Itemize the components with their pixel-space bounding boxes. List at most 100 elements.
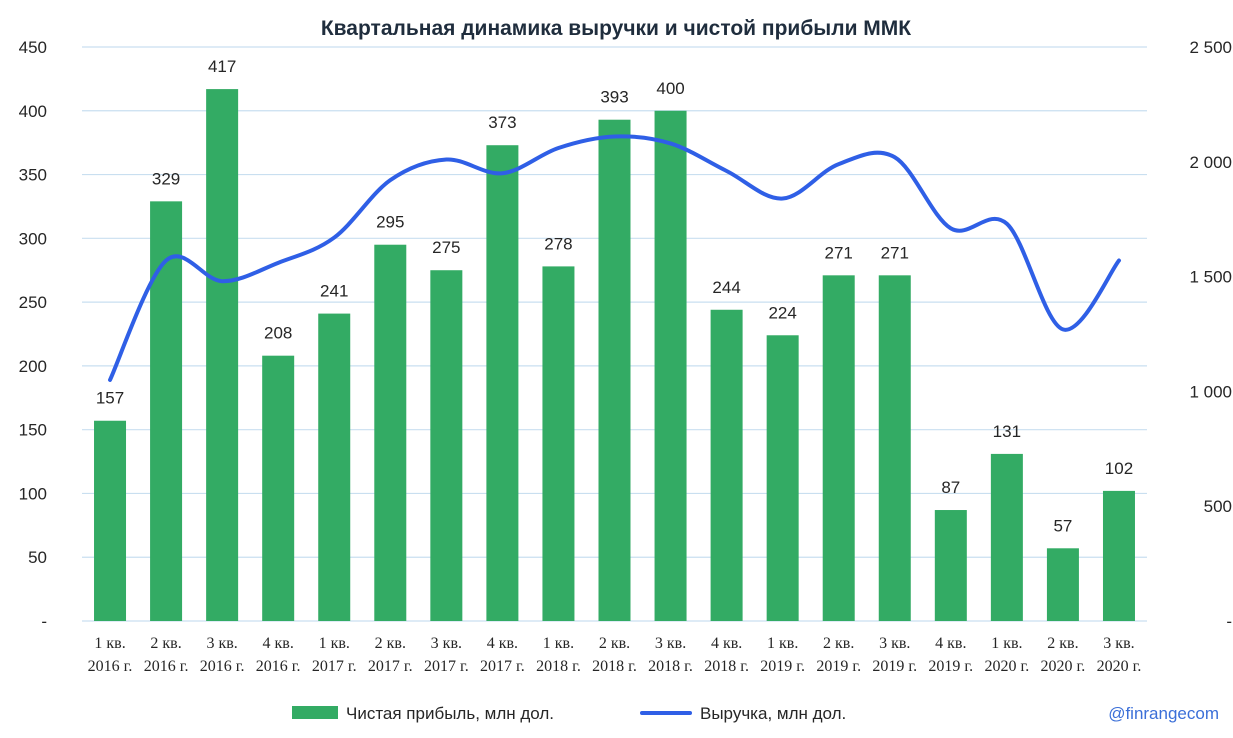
right-tick-label: 1 000 [1189, 382, 1232, 401]
bar-data-label: 244 [712, 278, 740, 297]
x-tick-label-year: 2016 г. [256, 658, 301, 675]
legend-swatch-profit [292, 706, 338, 719]
x-tick-label-year: 2018 г. [536, 658, 581, 675]
left-tick-label: 200 [19, 357, 47, 376]
bar [990, 453, 1023, 621]
bar [206, 89, 239, 622]
bar [430, 270, 463, 621]
bar [486, 145, 519, 621]
right-tick-label: 2 500 [1189, 38, 1232, 57]
left-tick-label: 450 [19, 38, 47, 57]
bar [710, 309, 743, 621]
x-tick-label-year: 2020 г. [984, 658, 1029, 675]
bar-data-label: 295 [376, 213, 404, 232]
legend-label-profit: Чистая прибыль, млн дол. [346, 704, 554, 723]
left-tick-label: 300 [19, 229, 47, 248]
bar [654, 110, 687, 622]
x-axis: 1 кв. 2016 г. 2 кв. 2016 г. 3 кв. 2016 г. 4 кв… [88, 635, 1142, 675]
x-tick-label-quarter: 1 кв. [319, 635, 350, 652]
x-tick-label-quarter: 1 кв. [767, 635, 798, 652]
bar [1046, 548, 1079, 621]
left-tick-label: 150 [19, 421, 47, 440]
x-tick-label-quarter: 1 кв. [543, 635, 574, 652]
bar-data-label: 157 [96, 389, 124, 408]
x-tick-label-year: 2017 г. [480, 658, 525, 675]
bar-data-label: 271 [881, 243, 909, 262]
x-tick-label-year: 2017 г. [424, 658, 469, 675]
bar-data-label: 241 [320, 282, 348, 301]
left-axis: - 50 100 150 200 250 300 350 400 450 [19, 38, 47, 631]
bar-data-label: 271 [825, 243, 853, 262]
bar-data-label: 329 [152, 169, 180, 188]
x-tick-label-year: 2017 г. [368, 658, 413, 675]
bar [878, 275, 911, 621]
bar [766, 335, 799, 621]
x-tick-label-year: 2016 г. [88, 658, 133, 675]
x-tick-label-year: 2017 г. [312, 658, 357, 675]
bar-series [94, 89, 1135, 622]
x-tick-label-year: 2018 г. [592, 658, 637, 675]
right-axis: - 500 1 000 1 500 2 000 2 500 [1189, 38, 1232, 631]
x-tick-label-quarter: 2 кв. [375, 635, 406, 652]
x-tick-label-quarter: 4 кв. [263, 635, 294, 652]
left-tick-label: - [41, 612, 47, 631]
bar-data-label: 275 [432, 238, 460, 257]
bar [822, 275, 855, 621]
right-tick-label: 2 000 [1189, 153, 1232, 172]
x-tick-label-quarter: 4 кв. [935, 635, 966, 652]
x-tick-label-quarter: 1 кв. [94, 635, 125, 652]
bar [934, 510, 967, 621]
x-tick-label-year: 2020 г. [1041, 658, 1086, 675]
bar-data-label: 131 [993, 422, 1021, 441]
x-tick-label-quarter: 2 кв. [1047, 635, 1078, 652]
right-tick-label: 1 500 [1189, 268, 1232, 287]
legend-label-revenue: Выручка, млн дол. [700, 704, 846, 723]
bar-data-label: 102 [1105, 459, 1133, 478]
right-tick-label: - [1226, 612, 1232, 631]
revenue-line [108, 134, 1121, 382]
line-series [108, 134, 1121, 382]
legend: Чистая прибыль, млн дол. Выручка, млн до… [292, 704, 846, 723]
right-tick-label: 500 [1204, 497, 1232, 516]
bar [374, 244, 407, 621]
left-tick-label: 350 [19, 166, 47, 185]
bar [542, 266, 575, 621]
bar-data-label: 87 [941, 478, 960, 497]
left-tick-label: 50 [28, 548, 47, 567]
x-tick-label-quarter: 3 кв. [655, 635, 686, 652]
x-tick-label-year: 2019 г. [816, 658, 861, 675]
x-tick-label-quarter: 3 кв. [879, 635, 910, 652]
x-tick-label-year: 2016 г. [200, 658, 245, 675]
x-tick-label-year: 2019 г. [760, 658, 805, 675]
bar [262, 355, 295, 621]
bar [94, 420, 127, 621]
bar-data-label: 224 [768, 303, 796, 322]
bar-data-labels: 157 329 417 208 241 295 275 373 278 393 400 244 224 2… [96, 57, 1133, 535]
x-tick-label-year: 2019 г. [872, 658, 917, 675]
x-tick-label-quarter: 2 кв. [599, 635, 630, 652]
x-tick-label-year: 2016 г. [144, 658, 189, 675]
bar-data-label: 417 [208, 57, 236, 76]
x-tick-label-quarter: 4 кв. [711, 635, 742, 652]
bar-data-label: 278 [544, 234, 572, 253]
x-tick-label-quarter: 3 кв. [431, 635, 462, 652]
x-tick-label-quarter: 2 кв. [150, 635, 181, 652]
x-tick-label-quarter: 1 кв. [991, 635, 1022, 652]
x-tick-label-year: 2018 г. [704, 658, 749, 675]
bar [318, 313, 351, 621]
left-tick-label: 100 [19, 484, 47, 503]
left-tick-label: 400 [19, 102, 47, 121]
x-tick-label-year: 2020 г. [1097, 658, 1142, 675]
bar-data-label: 393 [600, 88, 628, 107]
bar [150, 201, 183, 621]
left-tick-label: 250 [19, 293, 47, 312]
bar-data-label: 57 [1053, 516, 1072, 535]
x-tick-label-quarter: 3 кв. [206, 635, 237, 652]
x-tick-label-quarter: 2 кв. [823, 635, 854, 652]
bar-data-label: 373 [488, 113, 516, 132]
bar-data-label: 208 [264, 324, 292, 343]
x-tick-label-quarter: 4 кв. [487, 635, 518, 652]
watermark: @finrangecom [1108, 704, 1219, 723]
x-tick-label-year: 2018 г. [648, 658, 693, 675]
